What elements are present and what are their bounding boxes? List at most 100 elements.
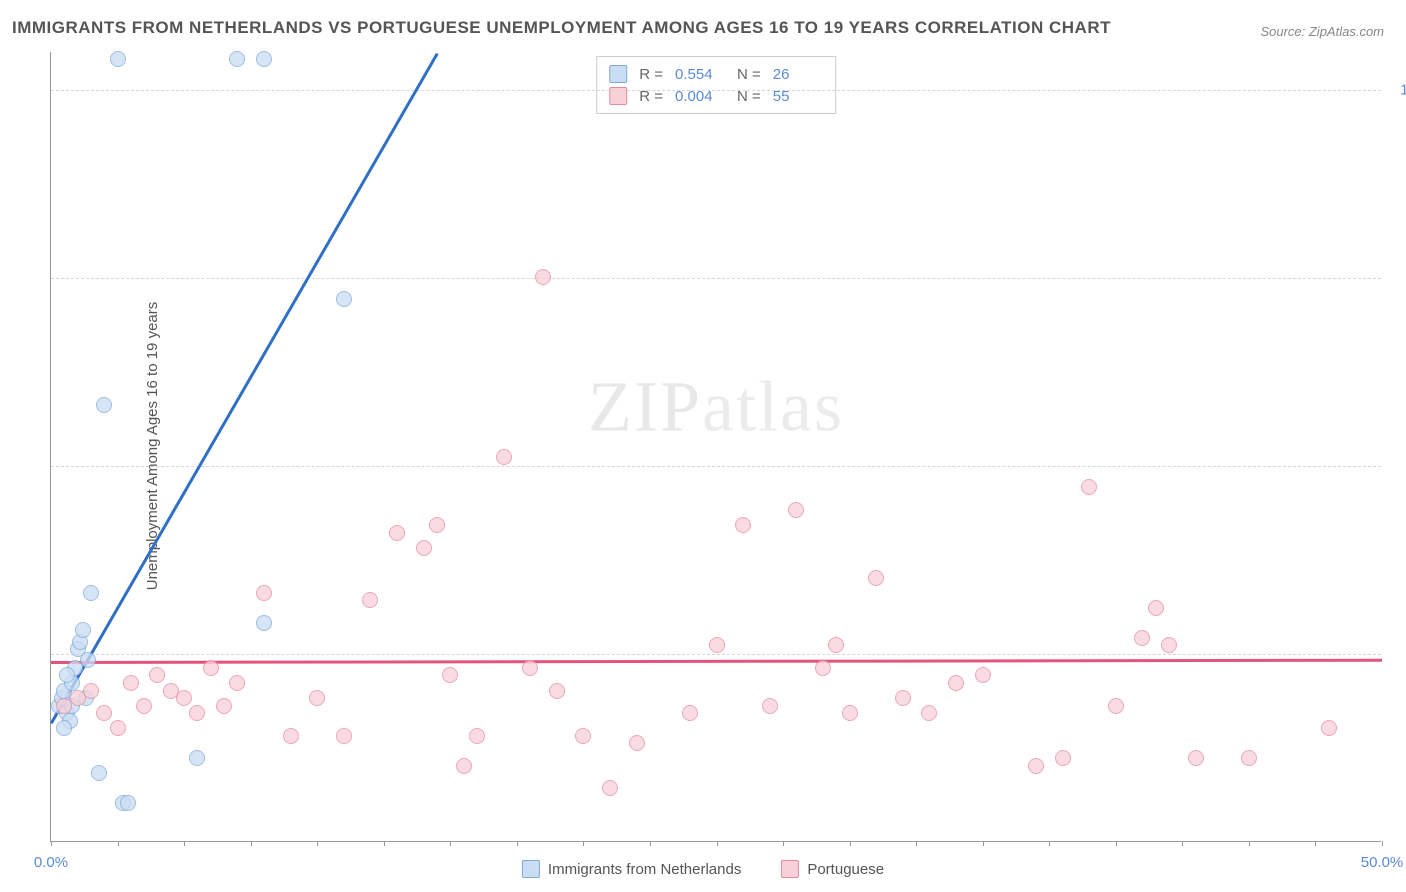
source-label: Source: ZipAtlas.com [1260, 24, 1384, 39]
x-tick [251, 841, 252, 846]
x-tick [717, 841, 718, 846]
data-point [176, 690, 192, 706]
data-point [123, 675, 139, 691]
trend-line [50, 53, 438, 724]
data-point [283, 728, 299, 744]
data-point [389, 525, 405, 541]
x-tick [650, 841, 651, 846]
watermark-text-b: atlas [702, 367, 844, 447]
data-point [575, 728, 591, 744]
data-point [189, 750, 205, 766]
x-tick [1249, 841, 1250, 846]
data-point [868, 570, 884, 586]
trend-line [51, 659, 1382, 664]
x-tick [783, 841, 784, 846]
x-tick-label: 50.0% [1361, 854, 1404, 871]
stats-n-label: N = [737, 66, 761, 83]
data-point [203, 660, 219, 676]
x-tick [850, 841, 851, 846]
data-point [522, 660, 538, 676]
legend-swatch [609, 65, 627, 83]
data-point [110, 720, 126, 736]
gridline-horizontal [51, 90, 1381, 91]
stats-r-label: R = [639, 66, 663, 83]
data-point [80, 652, 96, 668]
data-point [429, 517, 445, 533]
data-point [229, 675, 245, 691]
x-tick [317, 841, 318, 846]
data-point [189, 705, 205, 721]
x-tick [1116, 841, 1117, 846]
data-point [682, 705, 698, 721]
data-point [96, 705, 112, 721]
data-point [1161, 637, 1177, 653]
x-tick [983, 841, 984, 846]
data-point [96, 397, 112, 413]
data-point [120, 795, 136, 811]
x-tick-label: 0.0% [34, 854, 68, 871]
chart-title: IMMIGRANTS FROM NETHERLANDS VS PORTUGUES… [12, 18, 1111, 38]
legend-label: Portuguese [807, 861, 884, 878]
data-point [256, 51, 272, 67]
data-point [256, 615, 272, 631]
data-point [336, 728, 352, 744]
data-point [815, 660, 831, 676]
x-tick [384, 841, 385, 846]
data-point [110, 51, 126, 67]
chart-container: IMMIGRANTS FROM NETHERLANDS VS PORTUGUES… [0, 0, 1406, 892]
data-point [1108, 698, 1124, 714]
data-point [975, 667, 991, 683]
data-point [1241, 750, 1257, 766]
data-point [309, 690, 325, 706]
legend-swatch [781, 860, 799, 878]
legend-label: Immigrants from Netherlands [548, 861, 741, 878]
data-point [75, 622, 91, 638]
data-point [56, 720, 72, 736]
data-point [136, 698, 152, 714]
x-tick [583, 841, 584, 846]
data-point [442, 667, 458, 683]
data-point [83, 585, 99, 601]
data-point [629, 735, 645, 751]
stats-n-value: 26 [773, 66, 823, 83]
data-point [895, 690, 911, 706]
x-tick [1382, 841, 1383, 846]
y-tick-label: 100.0% [1400, 81, 1406, 98]
data-point [535, 269, 551, 285]
data-point [83, 683, 99, 699]
data-point [1188, 750, 1204, 766]
data-point [828, 637, 844, 653]
x-tick [916, 841, 917, 846]
data-point [788, 502, 804, 518]
data-point [416, 540, 432, 556]
x-tick [1315, 841, 1316, 846]
data-point [1134, 630, 1150, 646]
watermark-text-a: ZIP [588, 367, 702, 447]
x-tick [1182, 841, 1183, 846]
data-point [549, 683, 565, 699]
x-tick [1049, 841, 1050, 846]
stats-r-value: 0.554 [675, 66, 725, 83]
data-point [709, 637, 725, 653]
stats-row: R = 0.554 N = 26 [609, 63, 823, 85]
bottom-legend: Immigrants from Netherlands Portuguese [522, 860, 884, 878]
x-tick [517, 841, 518, 846]
gridline-horizontal [51, 278, 1381, 279]
gridline-horizontal [51, 654, 1381, 655]
stats-row: R =0.004N =55 [609, 85, 823, 107]
data-point [1081, 479, 1097, 495]
data-point [1028, 758, 1044, 774]
data-point [921, 705, 937, 721]
data-point [602, 780, 618, 796]
x-tick [118, 841, 119, 846]
plot-area: ZIPatlas R =0.554N =26R =0.004N =55 25.0… [50, 52, 1381, 842]
data-point [362, 592, 378, 608]
data-point [216, 698, 232, 714]
data-point [149, 667, 165, 683]
data-point [59, 667, 75, 683]
x-tick [184, 841, 185, 846]
legend-swatch [522, 860, 540, 878]
data-point [91, 765, 107, 781]
data-point [256, 585, 272, 601]
legend-item: Portuguese [781, 860, 884, 878]
